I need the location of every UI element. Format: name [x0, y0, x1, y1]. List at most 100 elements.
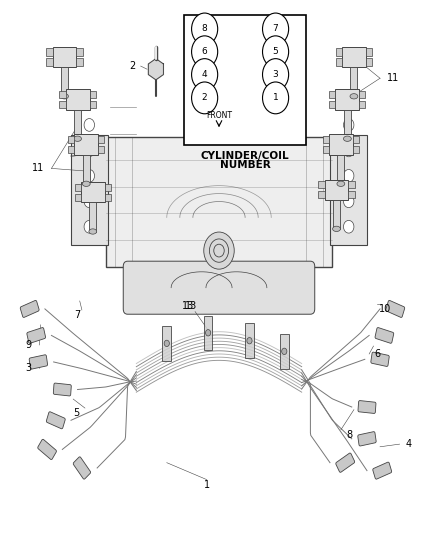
Ellipse shape	[332, 226, 340, 231]
Text: 9: 9	[25, 340, 32, 350]
Text: 8: 8	[346, 430, 353, 440]
Text: 5: 5	[273, 47, 279, 56]
Bar	[68, 136, 74, 143]
Bar	[83, 155, 90, 184]
Bar	[350, 67, 357, 96]
Circle shape	[191, 13, 218, 45]
Bar	[323, 146, 329, 154]
FancyBboxPatch shape	[53, 383, 71, 396]
Circle shape	[84, 195, 95, 208]
Circle shape	[205, 329, 211, 336]
Text: 4: 4	[202, 70, 208, 79]
Circle shape	[84, 220, 95, 233]
Bar	[98, 136, 104, 143]
Bar	[77, 59, 82, 66]
Ellipse shape	[343, 136, 351, 141]
Circle shape	[209, 239, 229, 262]
Circle shape	[191, 82, 218, 114]
Bar	[46, 59, 53, 66]
Text: FRONT: FRONT	[206, 111, 232, 120]
Text: 10: 10	[379, 304, 392, 314]
Bar	[245, 324, 254, 358]
Bar	[325, 180, 349, 200]
Circle shape	[84, 144, 95, 157]
Circle shape	[191, 59, 218, 91]
Bar	[349, 191, 355, 198]
Bar	[46, 49, 53, 56]
Bar	[342, 47, 366, 67]
Bar	[61, 67, 68, 96]
Circle shape	[204, 232, 234, 269]
Ellipse shape	[350, 94, 358, 99]
Text: 3: 3	[273, 70, 279, 79]
Bar	[333, 200, 340, 229]
Bar	[74, 110, 81, 139]
Bar	[318, 181, 325, 188]
FancyBboxPatch shape	[371, 352, 389, 367]
Bar	[366, 49, 372, 56]
Bar	[337, 155, 344, 184]
FancyBboxPatch shape	[375, 328, 394, 343]
Text: 1: 1	[273, 93, 279, 102]
Text: 13: 13	[184, 301, 197, 311]
FancyBboxPatch shape	[386, 301, 405, 318]
Bar	[280, 334, 289, 368]
Bar	[53, 47, 77, 67]
Text: 11: 11	[32, 164, 45, 173]
Ellipse shape	[60, 94, 68, 99]
Bar	[330, 135, 367, 245]
Bar	[204, 316, 212, 350]
Bar	[344, 110, 351, 139]
Bar	[353, 136, 359, 143]
Text: 5: 5	[73, 408, 79, 418]
Bar	[329, 134, 353, 155]
Circle shape	[84, 169, 95, 182]
Text: 2: 2	[202, 93, 208, 102]
Bar	[336, 49, 342, 56]
Circle shape	[343, 169, 354, 182]
Bar	[349, 181, 355, 188]
Bar	[359, 91, 365, 98]
FancyBboxPatch shape	[73, 457, 91, 479]
Ellipse shape	[337, 181, 345, 187]
Bar	[98, 146, 104, 154]
Text: NUMBER: NUMBER	[220, 160, 271, 171]
Ellipse shape	[74, 136, 81, 141]
Circle shape	[164, 340, 170, 346]
Bar	[106, 136, 332, 266]
Bar	[329, 101, 336, 108]
Circle shape	[191, 36, 218, 68]
FancyBboxPatch shape	[373, 462, 392, 479]
Bar	[336, 59, 342, 66]
Circle shape	[262, 13, 289, 45]
FancyBboxPatch shape	[27, 328, 46, 343]
FancyBboxPatch shape	[46, 411, 65, 429]
Bar	[89, 101, 95, 108]
FancyBboxPatch shape	[336, 453, 355, 472]
Text: 7: 7	[273, 25, 279, 34]
Circle shape	[84, 118, 95, 131]
Text: 11: 11	[387, 73, 399, 83]
Bar	[89, 203, 96, 231]
Text: 2: 2	[129, 61, 135, 71]
Bar	[184, 14, 306, 144]
Bar	[366, 59, 372, 66]
Bar	[71, 135, 108, 245]
Bar	[353, 146, 359, 154]
Bar	[66, 90, 89, 110]
Text: 7: 7	[74, 310, 81, 320]
Bar	[162, 326, 171, 361]
Bar	[60, 91, 66, 98]
Circle shape	[247, 337, 252, 344]
FancyBboxPatch shape	[29, 355, 48, 369]
Bar	[81, 182, 105, 203]
Circle shape	[343, 144, 354, 157]
Bar	[329, 91, 336, 98]
Bar	[60, 101, 66, 108]
Circle shape	[262, 36, 289, 68]
Bar	[318, 191, 325, 198]
Text: 8: 8	[202, 25, 208, 34]
Bar	[336, 90, 359, 110]
Text: 3: 3	[25, 364, 32, 373]
FancyBboxPatch shape	[358, 401, 376, 414]
